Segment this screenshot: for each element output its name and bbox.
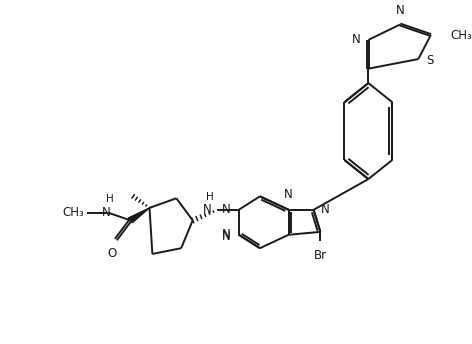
Text: N: N (203, 203, 212, 216)
Text: Br: Br (314, 249, 327, 262)
Text: N: N (396, 4, 405, 17)
Text: CH₃: CH₃ (62, 206, 84, 219)
Text: N: N (222, 203, 231, 216)
Text: N: N (321, 203, 330, 216)
Text: H: H (106, 194, 114, 204)
Text: H: H (206, 192, 214, 202)
Text: S: S (426, 54, 433, 66)
Text: O: O (108, 247, 117, 260)
Text: CH₃: CH₃ (450, 29, 472, 42)
Text: N: N (222, 228, 231, 241)
Polygon shape (128, 208, 150, 223)
Text: N: N (352, 33, 361, 46)
Text: N: N (284, 188, 293, 201)
Text: N: N (102, 206, 111, 219)
Text: N: N (222, 230, 231, 243)
